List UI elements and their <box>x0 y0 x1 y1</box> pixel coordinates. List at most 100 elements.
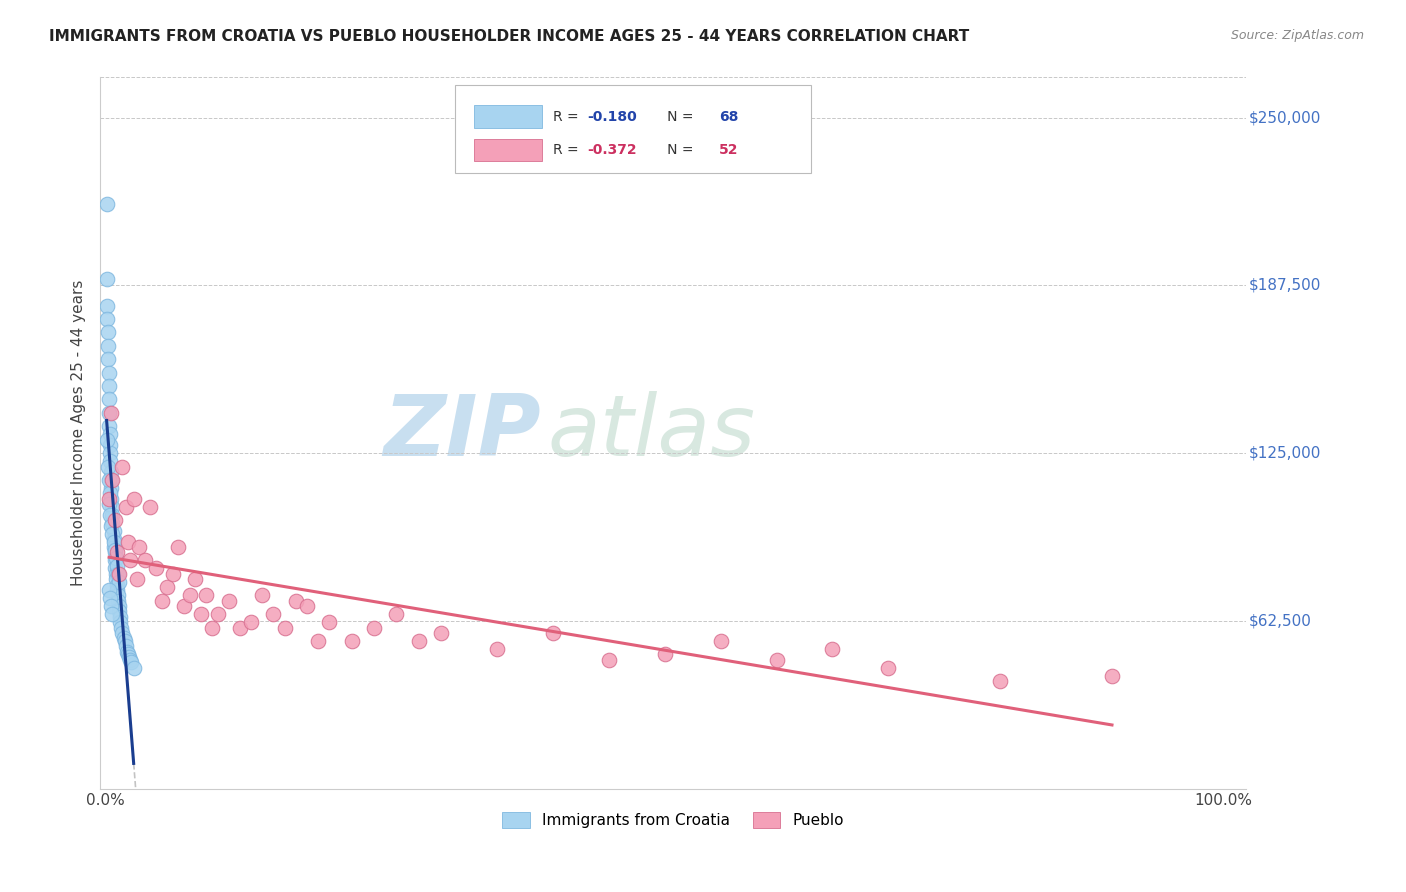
Point <box>108 574 131 589</box>
Point <box>122 491 145 506</box>
Point <box>96 299 118 313</box>
Point <box>97 352 120 367</box>
Point <box>877 661 900 675</box>
Text: Source: ZipAtlas.com: Source: ZipAtlas.com <box>1230 29 1364 42</box>
Point <box>654 648 676 662</box>
Point <box>98 591 121 605</box>
Point <box>96 271 118 285</box>
Point <box>385 607 408 621</box>
Point <box>598 653 620 667</box>
Legend: Immigrants from Croatia, Pueblo: Immigrants from Croatia, Pueblo <box>496 806 851 834</box>
Point <box>98 446 121 460</box>
Point <box>118 650 141 665</box>
Point <box>122 661 145 675</box>
Point <box>98 379 121 393</box>
Point <box>97 459 120 474</box>
Point <box>821 642 844 657</box>
Point <box>104 572 127 586</box>
Point <box>139 500 162 514</box>
Point <box>252 588 274 602</box>
Text: -0.372: -0.372 <box>588 143 637 157</box>
Point <box>229 621 252 635</box>
Point <box>103 540 125 554</box>
Text: R =: R = <box>553 110 583 124</box>
Text: $62,500: $62,500 <box>1249 614 1312 628</box>
Point <box>156 580 179 594</box>
Text: N =: N = <box>654 143 697 157</box>
Point <box>96 196 118 211</box>
Point <box>98 497 121 511</box>
Point <box>105 577 128 591</box>
Point <box>100 518 122 533</box>
Point <box>765 653 787 667</box>
Point <box>110 621 132 635</box>
Point <box>240 615 263 629</box>
Point <box>100 473 122 487</box>
Point <box>104 561 127 575</box>
Text: 68: 68 <box>718 110 738 124</box>
Point <box>162 566 184 581</box>
Point <box>195 588 218 602</box>
Point <box>96 312 118 326</box>
Point <box>98 438 121 452</box>
Point <box>97 366 120 380</box>
Y-axis label: Householder Income Ages 25 - 44 years: Householder Income Ages 25 - 44 years <box>72 280 86 586</box>
Point <box>104 545 127 559</box>
Point <box>710 634 733 648</box>
Point <box>100 481 122 495</box>
Point <box>101 526 124 541</box>
Point <box>107 588 129 602</box>
Point <box>318 615 340 629</box>
Point <box>115 645 138 659</box>
Text: $187,500: $187,500 <box>1249 278 1320 293</box>
Point <box>145 561 167 575</box>
Point <box>98 508 121 522</box>
Point <box>115 500 138 514</box>
Text: atlas: atlas <box>547 392 755 475</box>
Point <box>98 491 121 506</box>
Point <box>218 593 240 607</box>
Point <box>111 459 134 474</box>
Point <box>98 419 121 434</box>
Point <box>105 558 128 573</box>
Point <box>201 621 224 635</box>
Point <box>100 465 122 479</box>
Point <box>114 634 136 648</box>
Point <box>101 473 124 487</box>
Point <box>190 607 212 621</box>
Point <box>100 491 122 506</box>
Point <box>117 648 139 662</box>
Point <box>207 607 229 621</box>
FancyBboxPatch shape <box>474 105 543 128</box>
Point <box>105 545 128 559</box>
Point <box>104 550 127 565</box>
Point <box>108 604 131 618</box>
Point <box>173 599 195 613</box>
Point <box>97 339 120 353</box>
Point <box>97 326 120 340</box>
Point <box>103 534 125 549</box>
Point <box>340 634 363 648</box>
Text: $250,000: $250,000 <box>1249 111 1320 125</box>
Text: N =: N = <box>654 110 697 124</box>
Point <box>98 427 121 442</box>
Point <box>104 542 127 557</box>
Text: ZIP: ZIP <box>384 392 541 475</box>
Point <box>184 572 207 586</box>
Point <box>100 406 122 420</box>
Point <box>112 632 135 646</box>
Point <box>111 626 134 640</box>
Point <box>110 615 132 629</box>
Point <box>108 566 131 581</box>
Point <box>134 553 156 567</box>
Point <box>98 392 121 407</box>
Point <box>96 433 118 447</box>
Point <box>179 588 201 602</box>
Point <box>98 486 121 500</box>
Point <box>101 516 124 530</box>
Point <box>108 599 131 613</box>
Point <box>284 593 307 607</box>
Point <box>104 513 127 527</box>
Point <box>100 599 122 613</box>
Point <box>103 532 125 546</box>
